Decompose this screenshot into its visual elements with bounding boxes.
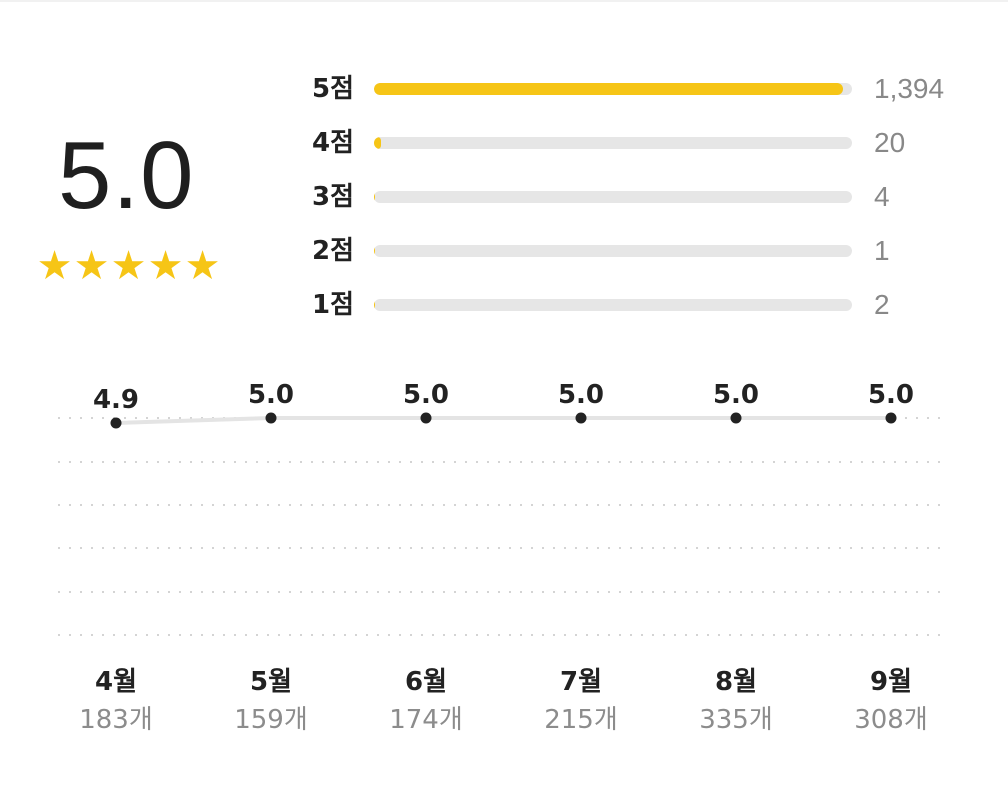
rating-row: 3점 4 [0,177,1008,217]
rating-row: 5점 1,394 [0,69,1008,109]
rating-count: 1 [874,235,890,266]
star-icon: ★ [184,244,221,288]
rating-bar-fill [374,299,375,311]
trend-point [265,412,277,424]
rating-label: 4점 [311,128,354,158]
month-label: 7월 [559,667,602,697]
rating-label: 2점 [311,236,354,266]
rating-row: 4점 20 [0,123,1008,163]
month-review-count: 174개 [389,705,463,735]
month-review-count: 159개 [234,705,308,735]
top-divider [0,0,1008,2]
month-column: 9월 308개 [831,662,951,738]
rating-label: 5점 [311,74,354,104]
month-label: 6월 [404,667,447,697]
month-label: 8월 [714,667,757,697]
trend-line [115,416,891,425]
trend-value-label: 5.0 [713,380,759,410]
star-icon: ★ [110,244,147,288]
star-icon: ★ [36,244,73,288]
rating-bar-track [374,191,852,203]
month-column: 4월 183개 [56,662,176,738]
rating-count: 1,394 [874,73,945,104]
month-review-count: 308개 [854,705,928,735]
rating-bar-track [374,299,852,311]
rating-row: 2점 1 [0,231,1008,271]
monthly-trend-chart: 4.9 5.0 5.0 5.0 5.0 5.0 [58,380,945,636]
rating-count: 4 [874,181,890,212]
trend-value-label: 5.0 [558,380,604,410]
rating-bar-track [374,83,852,95]
month-label: 4월 [94,667,137,697]
month-review-count: 335개 [699,705,773,735]
month-review-count: 183개 [79,705,153,735]
month-label: 5월 [249,667,292,697]
rating-label: 1점 [311,290,354,320]
trend-point [110,417,122,429]
trend-value-label: 5.0 [868,380,914,410]
month-column: 5월 159개 [211,662,331,738]
star-icon: ★ [73,244,110,288]
rating-bar-track [374,245,852,257]
rating-count: 2 [874,289,890,320]
trend-point [420,412,432,424]
rating-bar-fill [374,137,381,149]
star-rating: ★ ★ ★ ★ ★ [36,246,221,286]
rating-row: 1점 2 [0,285,1008,325]
trend-value-label: 5.0 [403,380,449,410]
rating-count: 20 [874,127,906,158]
rating-bar-fill [374,83,843,95]
month-column: 8월 335개 [676,662,796,738]
month-review-count: 215개 [544,705,618,735]
rating-label: 3점 [311,182,354,212]
month-column: 7월 215개 [521,662,641,738]
trend-point [575,412,587,424]
trend-point [885,412,897,424]
average-score: 5.0 [58,122,195,229]
trend-value-label: 4.9 [93,385,139,415]
rating-bar-track [374,137,852,149]
trend-value-label: 5.0 [248,380,294,410]
rating-bar-fill [374,191,376,203]
star-icon: ★ [147,244,184,288]
month-label: 9월 [869,667,912,697]
month-column: 6월 174개 [366,662,486,738]
trend-point [730,412,742,424]
